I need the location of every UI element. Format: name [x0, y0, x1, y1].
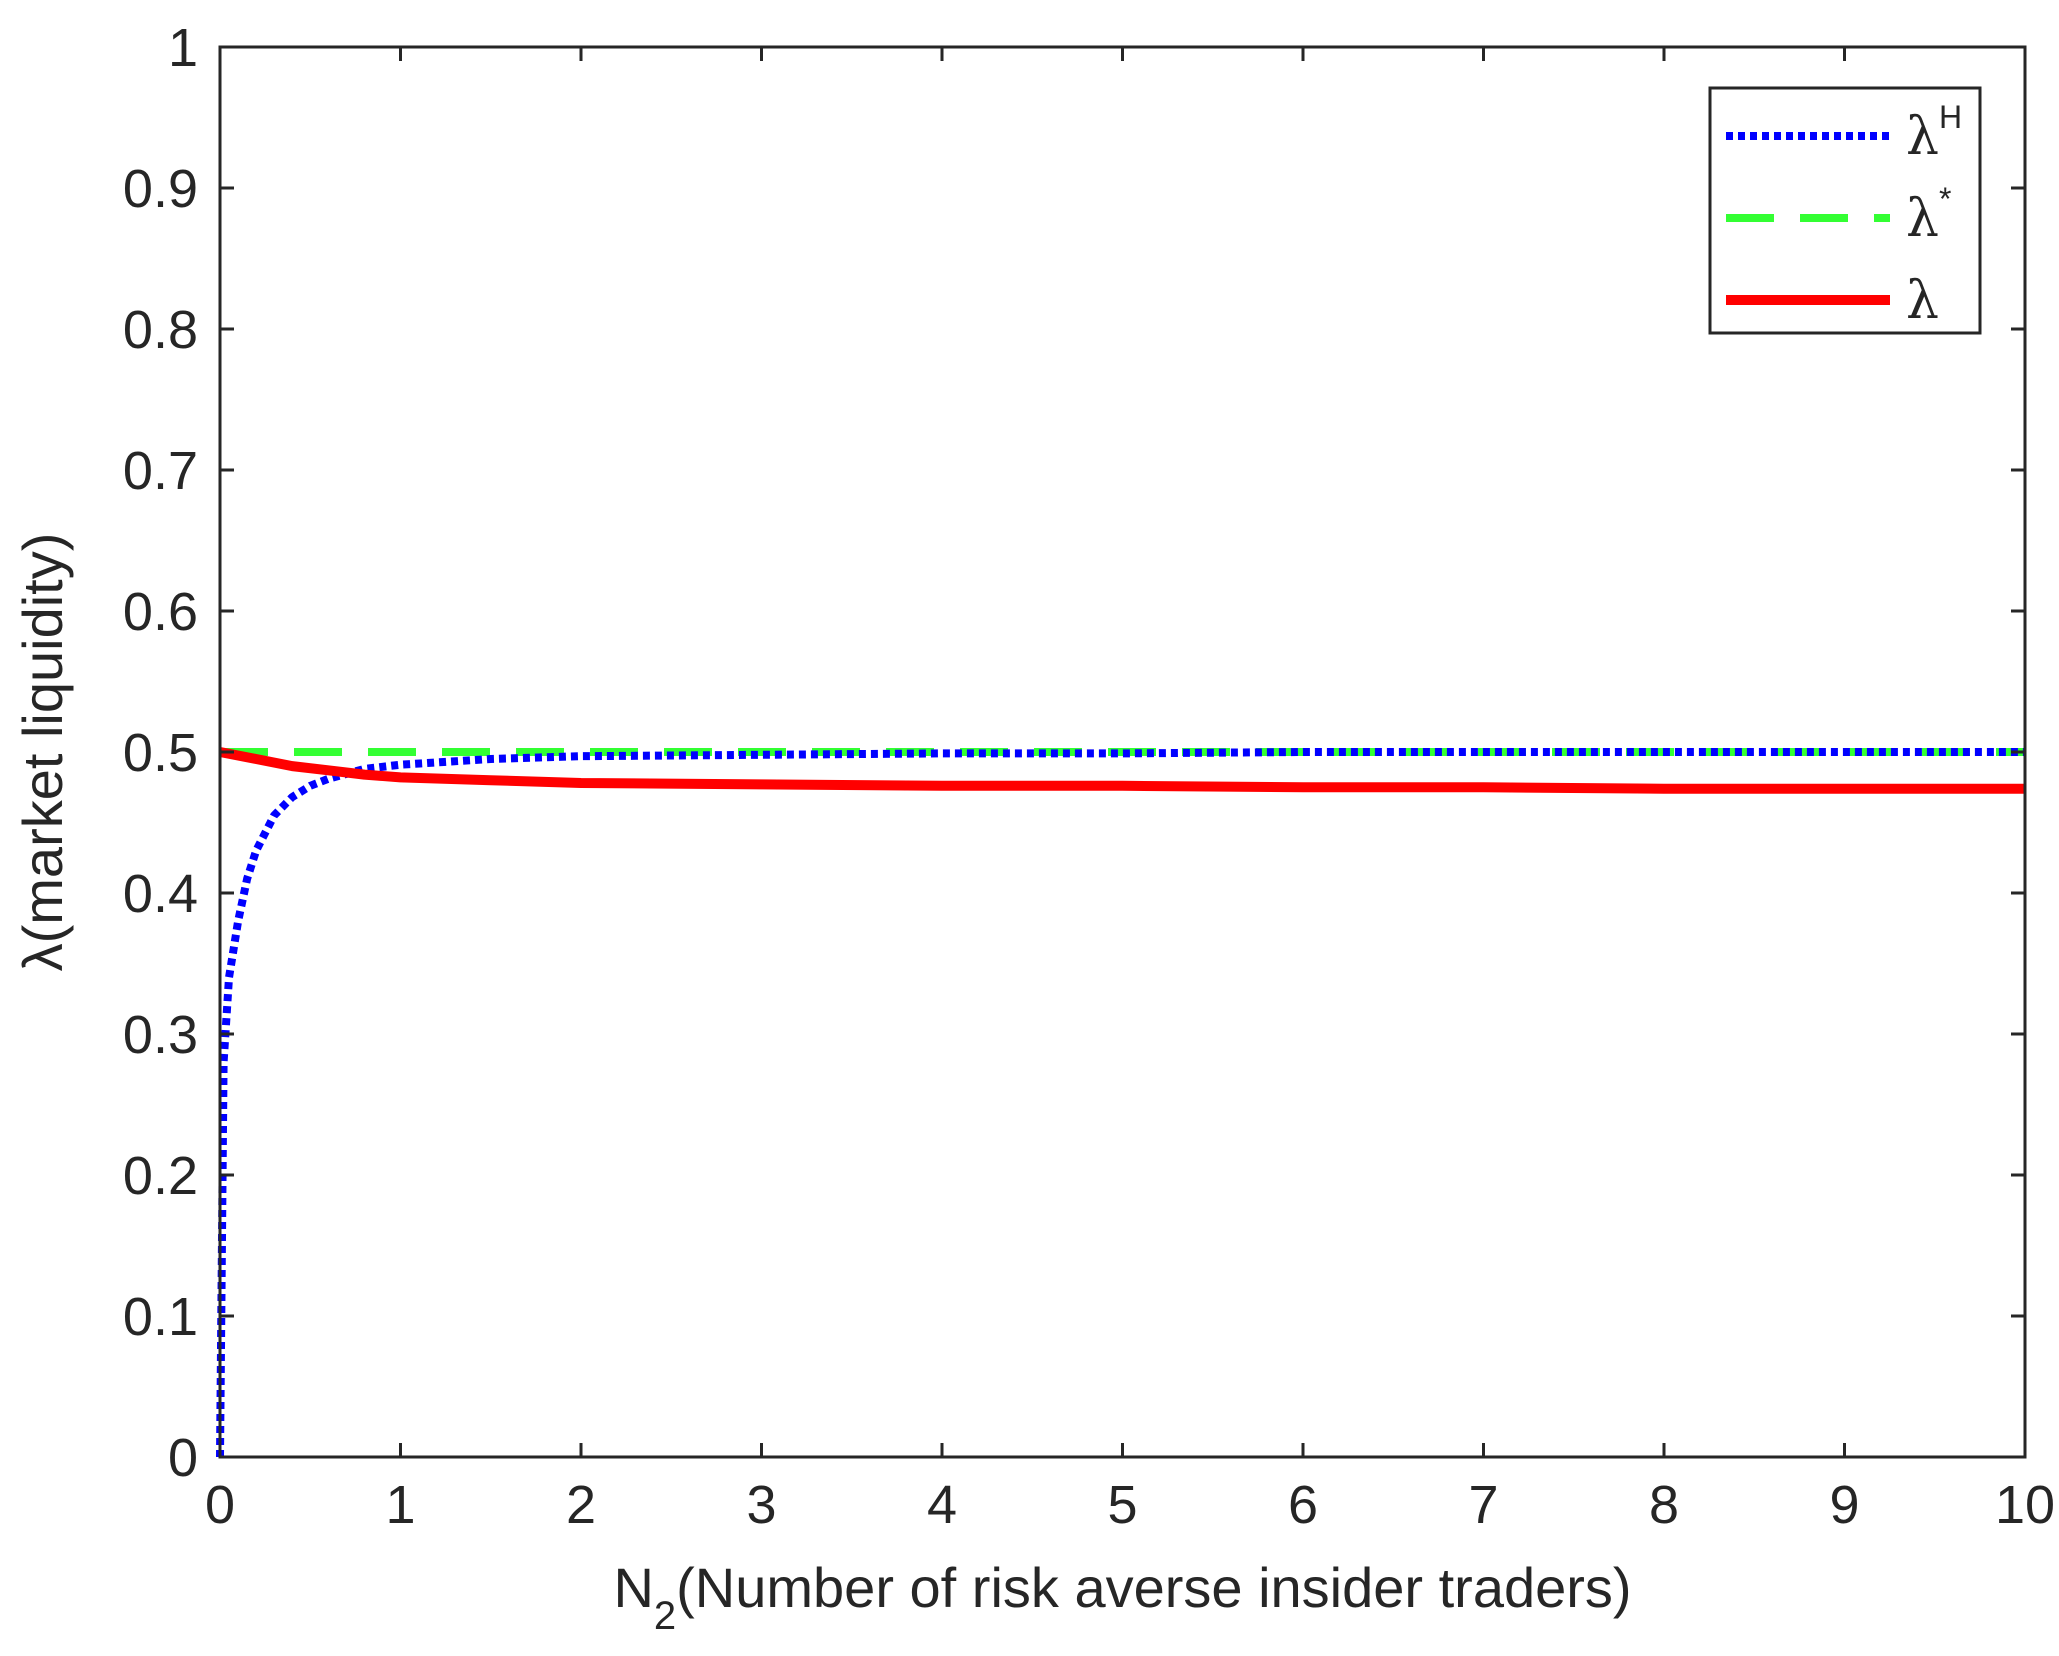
y-tick-label: 0.2 — [123, 1146, 198, 1206]
series-line-0 — [216, 748, 2025, 1458]
legend-label-symbol: λ — [1906, 271, 1939, 331]
y-tick-label: 0 — [168, 1428, 198, 1488]
x-tick-label: 1 — [385, 1475, 415, 1535]
x-tick-label: 2 — [566, 1475, 596, 1535]
legend-label-0: λH — [1906, 99, 1962, 167]
series-layer — [216, 747, 2025, 1458]
x-tick-label: 0 — [205, 1475, 235, 1535]
legend-label-symbol: λ — [1906, 107, 1939, 167]
x-tick-label: 10 — [1995, 1475, 2055, 1535]
legend: λHλ*λ — [1708, 86, 1982, 335]
x-tick-label: 4 — [927, 1475, 957, 1535]
x-tick-label: 6 — [1288, 1475, 1318, 1535]
x-tick-label: 7 — [1468, 1475, 1498, 1535]
y-tick-label: 0.8 — [123, 300, 198, 360]
x-tick-label: 8 — [1649, 1475, 1679, 1535]
y-tick-label: 0.9 — [123, 159, 198, 219]
y-tick-label: 0.3 — [123, 1005, 198, 1065]
legend-label-1: λ* — [1906, 181, 1951, 249]
x-axis-label-rest: (Number of risk averse insider traders) — [676, 1556, 1631, 1619]
x-tick-label: 5 — [1107, 1475, 1137, 1535]
x-axis-label-subscript: 2 — [654, 1594, 676, 1638]
legend-label-superscript: * — [1939, 181, 1951, 217]
legend-box — [1708, 86, 1982, 335]
x-tick-label: 9 — [1829, 1475, 1859, 1535]
y-tick-label: 1 — [168, 18, 198, 78]
legend-label-superscript: H — [1939, 99, 1962, 135]
y-tick-label: 0.6 — [123, 582, 198, 642]
ticks-layer: 0 1 2 3 4 5 6 7 8 9 10 0 0.1 0.2 0.3 0.4 0.5 0.6 0.7 0.8 0.9… — [123, 18, 2055, 1535]
y-tick-label: 0.5 — [123, 723, 198, 783]
y-tick-label: 0.1 — [123, 1287, 198, 1347]
legend-label-symbol: λ — [1906, 189, 1939, 249]
series-line-2 — [219, 747, 2025, 794]
y-tick-label: 0.4 — [123, 864, 198, 924]
x-axis-label: N2(Number of risk averse insider traders… — [613, 1556, 1631, 1638]
y-axis-label: λ(market liquidity) — [11, 533, 74, 972]
x-tick-label: 3 — [746, 1475, 776, 1535]
x-axis-label-main: N — [613, 1556, 653, 1619]
legend-label-2: λ — [1906, 271, 1939, 331]
y-tick-label: 0.7 — [123, 441, 198, 501]
